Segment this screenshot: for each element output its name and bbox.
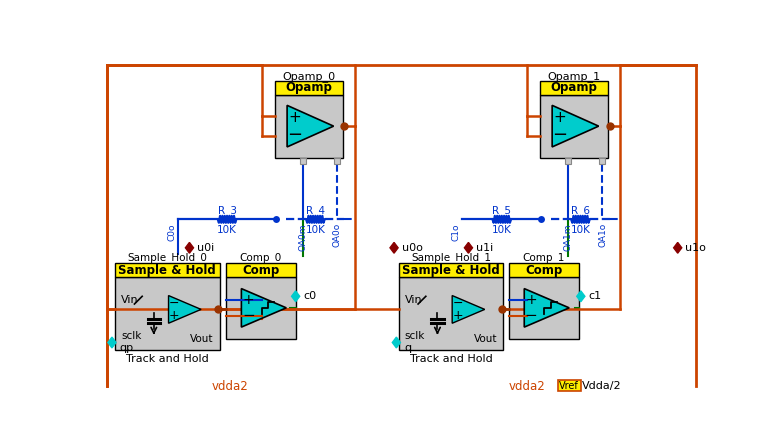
Polygon shape [524,289,569,327]
Bar [226,263,296,277]
Text: Sample & Hold: Sample & Hold [402,263,500,276]
Text: c1: c1 [589,291,601,302]
Text: Vin: Vin [405,295,423,305]
Text: −: − [287,125,303,144]
Polygon shape [552,105,599,147]
Text: 10K: 10K [306,225,325,235]
Bar [564,158,571,164]
Text: u0o: u0o [401,243,423,253]
Polygon shape [452,296,485,323]
Bar [226,277,296,339]
Text: Vdda/2: Vdda/2 [583,381,622,391]
Bar [599,158,604,164]
Text: +: + [452,309,463,322]
Text: +: + [289,110,301,125]
Bar [274,95,343,158]
Text: R_3: R_3 [217,205,237,216]
Text: Track and Hold: Track and Hold [409,354,492,365]
Text: q: q [404,343,412,353]
Text: −: − [452,297,463,310]
Text: Sample_Hold_1: Sample_Hold_1 [411,252,491,263]
Text: R_5: R_5 [492,205,511,216]
Text: R_6: R_6 [571,205,590,216]
Text: Comp_0: Comp_0 [240,252,282,263]
Polygon shape [287,105,334,147]
Text: Vin: Vin [122,295,139,305]
Polygon shape [292,291,299,302]
Text: c0: c0 [303,291,317,302]
Text: 10K: 10K [571,225,590,235]
Bar [399,263,503,277]
Text: +: + [525,293,537,307]
Polygon shape [464,242,473,253]
Text: vdda2: vdda2 [212,380,248,393]
Bar [399,277,503,350]
Bar [557,380,581,391]
Bar [539,95,608,158]
Polygon shape [390,242,398,253]
Text: vdda2: vdda2 [509,380,546,393]
Text: sclk: sclk [122,332,142,341]
Text: C0o: C0o [167,223,176,241]
Text: −: − [553,125,568,144]
Bar [539,81,608,95]
Text: C1o: C1o [452,223,461,241]
Polygon shape [108,337,116,348]
Text: −: − [169,297,180,310]
Text: Vref: Vref [559,381,579,391]
Polygon shape [392,337,401,348]
Polygon shape [673,242,682,253]
Text: 10K: 10K [217,225,237,235]
Text: 10K: 10K [492,225,512,235]
Text: Vout: Vout [191,334,214,344]
Text: +: + [554,110,566,125]
Text: R_4: R_4 [306,205,325,216]
Bar [274,81,343,95]
Polygon shape [169,296,201,323]
Text: −: − [242,308,255,323]
Text: Opamp_1: Opamp_1 [547,71,601,82]
Polygon shape [577,291,585,302]
Text: OA1m: OA1m [564,223,573,251]
Bar [115,277,220,350]
Text: OA0m: OA0m [299,223,308,251]
Text: u1o: u1o [685,243,706,253]
Text: −: − [524,308,538,323]
Polygon shape [241,289,286,327]
Bar [115,263,220,277]
Text: Comp: Comp [242,263,279,276]
Text: Opamp: Opamp [550,81,597,94]
Text: Comp: Comp [525,263,562,276]
Text: Opamp_0: Opamp_0 [282,71,336,82]
Text: qp: qp [120,343,134,353]
Text: Opamp: Opamp [285,81,332,94]
Text: sclk: sclk [405,332,425,341]
Bar [509,277,579,339]
Text: OA0o: OA0o [333,223,342,247]
Text: Sample_Hold_0: Sample_Hold_0 [128,252,207,263]
Text: +: + [169,309,180,322]
Text: Sample & Hold: Sample & Hold [118,263,216,276]
Text: u0i: u0i [198,243,215,253]
Text: OA1o: OA1o [598,223,607,247]
Bar [509,263,579,277]
Text: Track and Hold: Track and Hold [126,354,209,365]
Bar [334,158,339,164]
Text: +: + [242,293,254,307]
Text: u1i: u1i [476,243,493,253]
Bar [299,158,306,164]
Polygon shape [185,242,194,253]
Text: Comp_1: Comp_1 [522,252,564,263]
Text: Vout: Vout [474,334,497,344]
